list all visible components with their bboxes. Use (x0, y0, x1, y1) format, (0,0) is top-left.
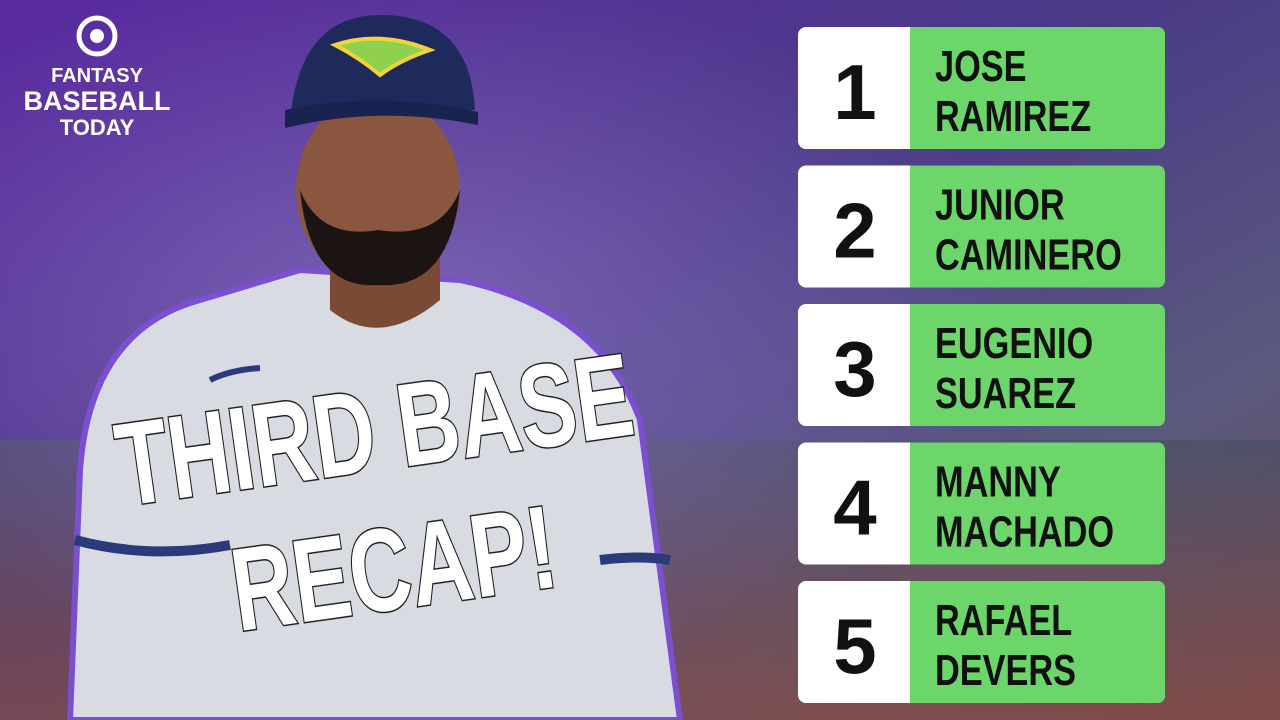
logo: FANTASY BASEBALL TODAY (24, 15, 171, 140)
card-green (910, 581, 1165, 703)
logo-pupil (90, 29, 104, 43)
card-green (910, 27, 1165, 149)
player-first-name: JOSE (935, 42, 1027, 91)
rank-number: 2 (833, 187, 876, 275)
card-green (910, 304, 1165, 426)
player-last-name: CAMINERO (935, 230, 1122, 279)
rank-number: 5 (833, 602, 876, 690)
rank-number: 1 (833, 48, 876, 136)
player-first-name: EUGENIO (935, 319, 1093, 368)
player-last-name: MACHADO (935, 507, 1114, 556)
player-last-name: SUAREZ (935, 369, 1076, 418)
rank-number: 4 (833, 464, 876, 552)
logo-eye (76, 15, 118, 57)
headline-line: RECAP! (223, 480, 564, 656)
player-first-name: JUNIOR (935, 180, 1065, 229)
card-green (910, 165, 1165, 288)
rank-number: 3 (833, 325, 876, 413)
player-last-name: DEVERS (935, 646, 1076, 695)
player-first-name: RAFAEL (935, 596, 1072, 645)
player-last-name: RAMIREZ (935, 92, 1091, 141)
player (66, 15, 684, 720)
logo-text: TODAY (60, 115, 135, 140)
logo-text: BASEBALL (24, 86, 171, 116)
logo-text: FANTASY (51, 65, 144, 87)
card-green (910, 442, 1165, 565)
player-first-name: MANNY (935, 457, 1061, 506)
